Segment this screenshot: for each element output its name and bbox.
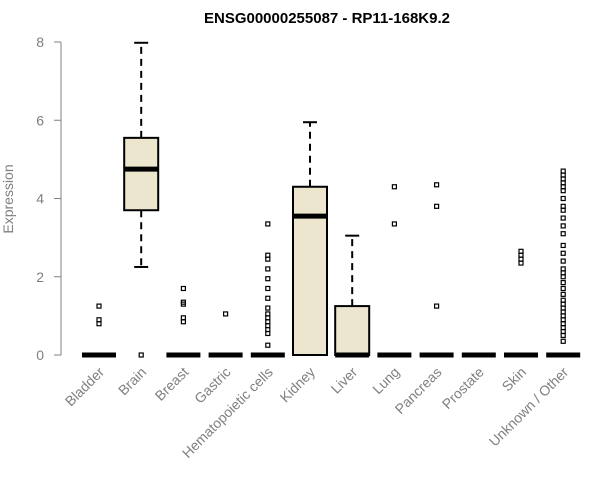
- outlier-point: [96, 317, 102, 323]
- outlier-point: [560, 223, 566, 229]
- outlier-point: [560, 297, 566, 303]
- box-body: [292, 185, 328, 356]
- outlier-point: [560, 258, 566, 264]
- x-tick-label: Lung: [369, 364, 402, 397]
- outlier-point: [138, 352, 144, 358]
- outlier-point: [265, 276, 271, 282]
- outlier-point: [391, 221, 397, 227]
- x-tick-label: Unknown / Other: [486, 364, 572, 450]
- outlier-point: [265, 295, 271, 301]
- outlier-point: [560, 250, 566, 256]
- outlier-point: [180, 315, 186, 321]
- outlier-point: [434, 203, 440, 209]
- outlier-point: [265, 305, 271, 311]
- box-bladder: [82, 303, 116, 358]
- x-tick-label: Liver: [328, 364, 361, 397]
- outlier-point: [96, 303, 102, 309]
- y-axis: 0 2 4 6 8: [36, 34, 62, 363]
- outlier-point: [560, 231, 566, 237]
- box-pancreas: [419, 182, 454, 358]
- x-tick-label: Pancreas: [392, 364, 445, 417]
- x-tick-label: Kidney: [277, 364, 319, 406]
- outlier-point: [265, 221, 271, 227]
- outlier-point: [223, 311, 229, 317]
- chart-title: ENSG00000255087 - RP11-168K9.2: [204, 10, 450, 27]
- box-kidney: [292, 121, 328, 356]
- outlier-point: [265, 342, 271, 348]
- box-liver: [334, 234, 371, 358]
- y-tick-label: 0: [36, 347, 44, 363]
- y-axis-label: Expression: [0, 164, 16, 233]
- outlier-point: [560, 338, 566, 344]
- x-tick-label: Skin: [499, 364, 530, 395]
- outlier-point: [560, 195, 566, 202]
- outlier-point: [560, 215, 566, 221]
- box-body: [334, 305, 371, 356]
- x-tick-label: Breast: [152, 364, 192, 404]
- box-lung: [377, 184, 412, 358]
- y-tick-label: 8: [36, 34, 44, 50]
- box-breast: [166, 285, 201, 358]
- outlier-point: [560, 266, 566, 272]
- outlier-point: [560, 280, 566, 286]
- box-skin: [504, 248, 538, 358]
- plot-area: [82, 41, 581, 358]
- outlier-point: [434, 182, 440, 188]
- y-tick-label: 4: [36, 191, 44, 207]
- outlier-point: [518, 248, 524, 254]
- box-unknown-other: [546, 168, 581, 358]
- outlier-point: [265, 311, 271, 317]
- box-body: [123, 136, 160, 212]
- x-tick-label: Brain: [115, 364, 149, 398]
- outlier-point: [434, 303, 440, 309]
- outlier-point: [560, 285, 566, 292]
- box-hematopoietic-cells: [250, 221, 285, 358]
- outlier-point: [265, 252, 271, 258]
- outlier-point: [560, 242, 566, 249]
- outlier-point: [560, 203, 566, 209]
- box-brain: [123, 41, 160, 358]
- outlier-point: [560, 291, 566, 297]
- x-tick-label: Bladder: [62, 364, 108, 410]
- outlier-point: [180, 285, 186, 292]
- outlier-point: [180, 299, 186, 305]
- outlier-point: [391, 184, 397, 190]
- outlier-point: [560, 168, 566, 174]
- box-gastric: [208, 311, 243, 358]
- outlier-point: [265, 285, 271, 292]
- y-tick-label: 2: [36, 269, 44, 285]
- outlier-point: [265, 266, 271, 272]
- x-tick-label: Prostate: [439, 364, 487, 412]
- y-tick-label: 6: [36, 112, 44, 128]
